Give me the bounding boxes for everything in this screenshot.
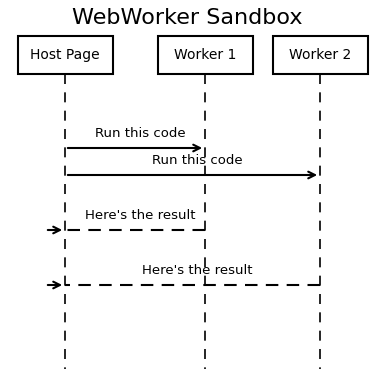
Text: Here's the result: Here's the result <box>142 264 253 277</box>
Text: Host Page: Host Page <box>30 48 100 62</box>
Bar <box>18 36 112 74</box>
Text: Worker 1: Worker 1 <box>174 48 236 62</box>
Text: Run this code: Run this code <box>94 127 185 140</box>
Text: Run this code: Run this code <box>152 154 243 167</box>
Text: WebWorker Sandbox: WebWorker Sandbox <box>72 8 303 28</box>
Bar <box>273 36 368 74</box>
Text: Worker 2: Worker 2 <box>289 48 351 62</box>
Text: Here's the result: Here's the result <box>85 209 195 222</box>
Bar <box>158 36 252 74</box>
